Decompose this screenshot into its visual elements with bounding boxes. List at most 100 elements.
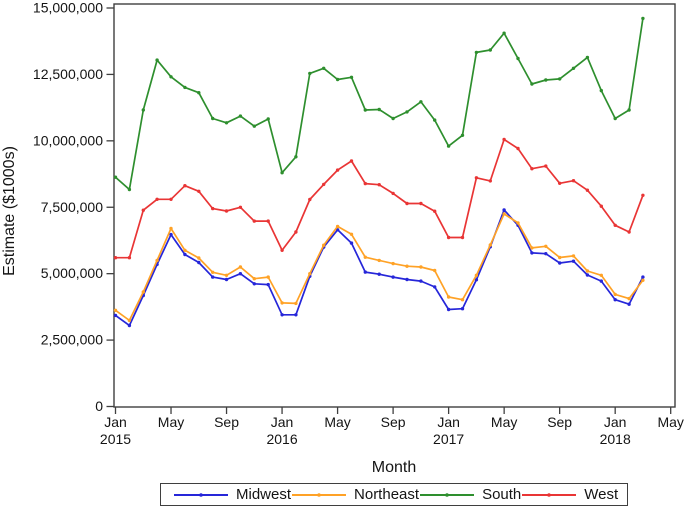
y-tick-label: 5,000,000 bbox=[41, 265, 103, 281]
west-line-swatch bbox=[522, 492, 577, 497]
series-west-point bbox=[419, 201, 423, 206]
series-midwest-point bbox=[641, 275, 645, 279]
y-axis-title: Estimate ($1000s) bbox=[1, 146, 18, 276]
x-tick-label: Jan bbox=[437, 414, 460, 430]
series-midwest-point bbox=[433, 285, 437, 289]
series-northeast-point bbox=[363, 255, 367, 259]
series-west-point bbox=[155, 197, 159, 201]
series-west-point bbox=[446, 235, 451, 240]
series-south-point bbox=[599, 88, 603, 93]
series-northeast-point bbox=[502, 212, 506, 216]
x-tick-year-label: 2015 bbox=[100, 431, 131, 447]
series-south-point bbox=[460, 133, 465, 137]
series-northeast-point bbox=[377, 258, 381, 263]
series-midwest-point bbox=[391, 275, 395, 279]
series-south-point bbox=[169, 75, 173, 79]
series-midwest-point bbox=[127, 323, 132, 328]
series-south-point bbox=[433, 118, 437, 122]
series-northeast-point bbox=[405, 264, 409, 268]
series-northeast-point bbox=[627, 296, 631, 301]
series-south-point bbox=[349, 75, 354, 80]
x-tick-label: Sep bbox=[547, 414, 572, 430]
series-northeast-point bbox=[224, 273, 229, 277]
series-northeast-point bbox=[571, 254, 576, 258]
x-tick-label: Sep bbox=[214, 414, 239, 430]
series-south-point bbox=[197, 91, 201, 95]
series-northeast-point bbox=[141, 290, 145, 294]
series-south-point bbox=[405, 110, 409, 114]
series-south-point bbox=[238, 114, 243, 118]
series-northeast-point bbox=[488, 243, 492, 247]
series-south-point bbox=[419, 100, 423, 104]
series-west-point bbox=[127, 256, 132, 260]
series-south-point bbox=[155, 58, 159, 62]
series-midwest-point bbox=[363, 270, 367, 274]
series-west-point bbox=[391, 191, 395, 196]
series-south-point bbox=[377, 107, 381, 112]
legend-item-south: South bbox=[419, 487, 521, 502]
series-south-point bbox=[502, 31, 506, 35]
legend-label-northeast: Northeast bbox=[354, 486, 420, 503]
northeast-line-swatch bbox=[292, 492, 347, 497]
series-south-point bbox=[266, 117, 270, 121]
y-tick-label: 0 bbox=[95, 398, 103, 414]
series-northeast-point bbox=[155, 258, 159, 263]
series-northeast-point bbox=[252, 277, 256, 281]
x-tick-label: Jan bbox=[604, 414, 627, 430]
series-midwest-point bbox=[183, 252, 187, 257]
series-northeast-point bbox=[391, 261, 395, 266]
series-west-point bbox=[224, 209, 229, 213]
series-west-line bbox=[114, 138, 644, 259]
series-west-point bbox=[169, 197, 173, 201]
x-tick-year-label: 2017 bbox=[433, 431, 464, 447]
series-south-point bbox=[183, 85, 187, 90]
series-west-point bbox=[544, 164, 548, 168]
series-south-point bbox=[474, 50, 479, 55]
series-south-point bbox=[308, 71, 312, 76]
series-midwest-point bbox=[238, 272, 243, 276]
series-northeast-line bbox=[114, 213, 644, 322]
series-northeast-point bbox=[113, 308, 118, 312]
series-south-point bbox=[127, 187, 132, 192]
series-west-point bbox=[585, 188, 590, 192]
series-west-point bbox=[627, 230, 631, 234]
series-south-point bbox=[280, 171, 284, 175]
x-tick-label: Jan bbox=[271, 414, 294, 430]
series-northeast-point bbox=[544, 244, 548, 248]
series-midwest-point bbox=[446, 307, 451, 312]
x-tick-year-label: 2018 bbox=[600, 431, 631, 447]
series-south-line bbox=[114, 17, 644, 191]
series-west-point bbox=[474, 176, 479, 180]
series-midwest-point bbox=[419, 279, 423, 283]
series-west-point bbox=[211, 206, 215, 211]
series-midwest-point bbox=[599, 279, 603, 283]
x-tick-label: Jan bbox=[104, 414, 127, 430]
series-west-point bbox=[141, 208, 145, 212]
series-west-point bbox=[238, 205, 243, 209]
legend-label-midwest: Midwest bbox=[236, 486, 292, 503]
series-midwest-point bbox=[613, 298, 617, 302]
series-south-point bbox=[335, 77, 340, 82]
series-northeast-point bbox=[585, 269, 590, 273]
series-midwest-point bbox=[169, 232, 173, 237]
series-northeast-point bbox=[197, 256, 201, 260]
series-northeast-point bbox=[183, 248, 187, 252]
series-west-point bbox=[294, 230, 298, 234]
series-midwest-point bbox=[627, 302, 631, 306]
south-line-swatch bbox=[420, 492, 475, 497]
series-south-point bbox=[252, 124, 256, 128]
series-south-point bbox=[613, 116, 617, 121]
series-south-point bbox=[224, 121, 229, 125]
series-northeast-point bbox=[599, 273, 603, 277]
series-west-point bbox=[571, 179, 576, 183]
series-northeast-point bbox=[558, 255, 562, 260]
series-west-point bbox=[530, 167, 534, 171]
x-axis-title: Month bbox=[372, 459, 416, 476]
series-south-point bbox=[446, 144, 451, 148]
midwest-line-swatch bbox=[174, 492, 228, 497]
y-tick-label: 12,500,000 bbox=[33, 66, 103, 82]
series-northeast-point bbox=[419, 265, 423, 269]
series-northeast-point bbox=[335, 224, 340, 229]
plot-frame bbox=[113, 3, 676, 408]
